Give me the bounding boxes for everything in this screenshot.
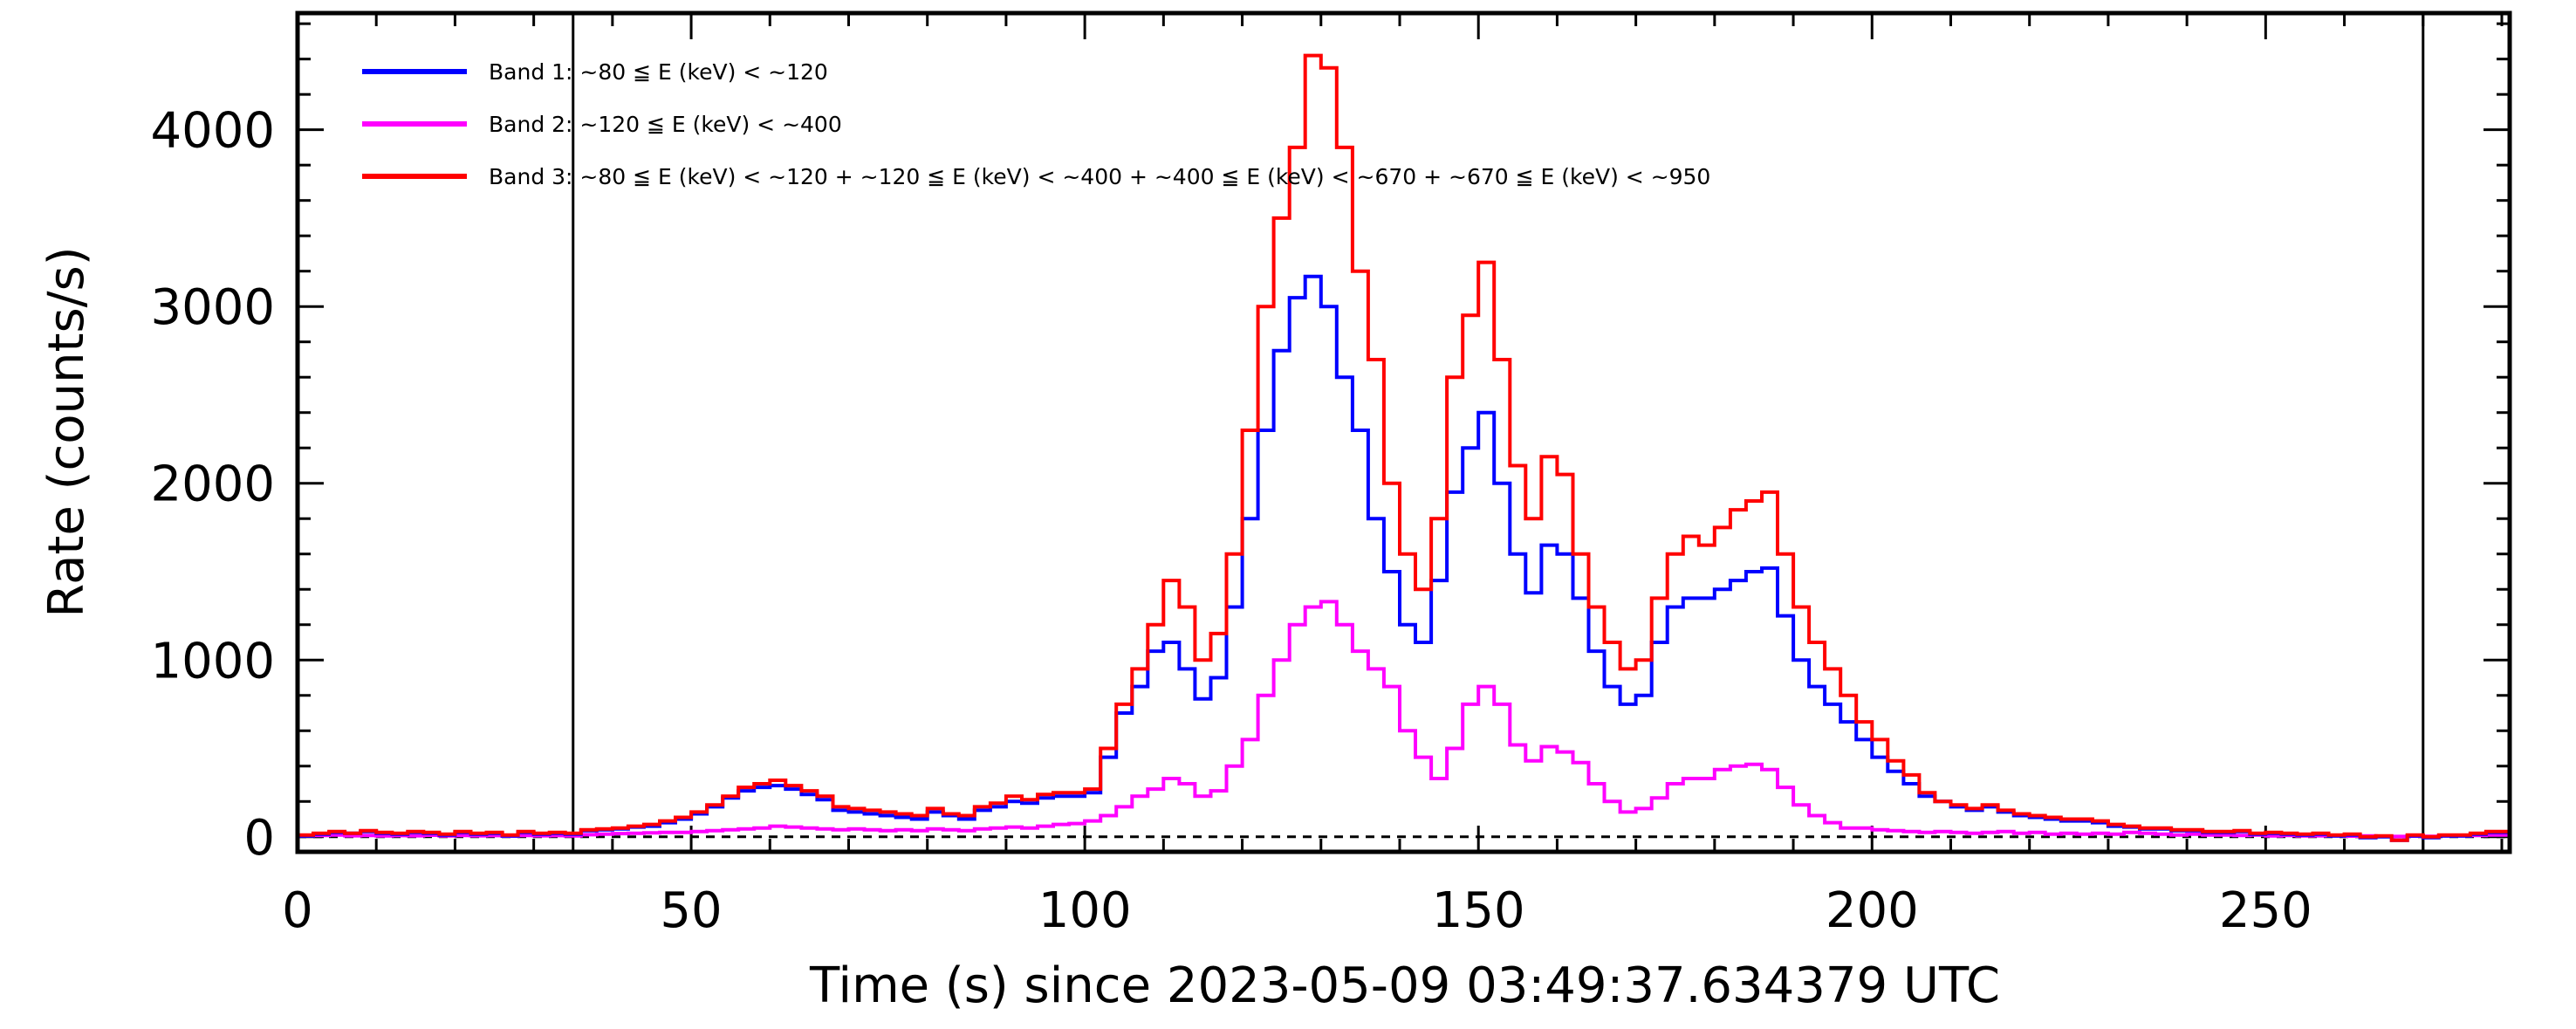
- plot-frame: [295, 10, 2512, 854]
- y-tick-label: 2000: [150, 456, 275, 513]
- x-tick-label: 50: [660, 882, 722, 939]
- legend-label-band-2: Band 2: ~120 ≦ E (keV) < ~400: [489, 112, 842, 137]
- series-line-band-1: [298, 274, 2510, 842]
- legend: Band 1: ~80 ≦ E (keV) < ~120 Band 2: ~120…: [362, 59, 1710, 189]
- x-tick-label: 150: [1432, 882, 1525, 939]
- series-layer: [298, 53, 2510, 842]
- x-tick-label: 250: [2219, 882, 2312, 939]
- series-line-band-3: [298, 53, 2510, 842]
- axes-layer: [296, 13, 2510, 852]
- series-line-band-2: [298, 600, 2510, 839]
- y-tick-label: 1000: [150, 633, 275, 689]
- y-tick-label: 4000: [150, 103, 275, 160]
- y-axis-title: Rate (counts/s): [38, 246, 95, 617]
- legend-label-band-3: Band 3: ~80 ≦ E (keV) < ~120 + ~120 ≦ E …: [489, 164, 1710, 189]
- y-tick-label: 3000: [150, 279, 275, 336]
- x-tick-label: 100: [1038, 882, 1132, 939]
- x-tick-label: 0: [282, 882, 313, 939]
- legend-label-band-1: Band 1: ~80 ≦ E (keV) < ~120: [489, 59, 828, 85]
- x-tick-label: 200: [1826, 882, 1919, 939]
- y-tick-label: 0: [243, 810, 275, 867]
- x-axis-title: Time (s) since 2023-05-09 03:49:37.63437…: [809, 957, 2000, 1014]
- tick-labels: 0 50 100 150 200 250 0 1000 2000 3000 4000: [150, 103, 2312, 939]
